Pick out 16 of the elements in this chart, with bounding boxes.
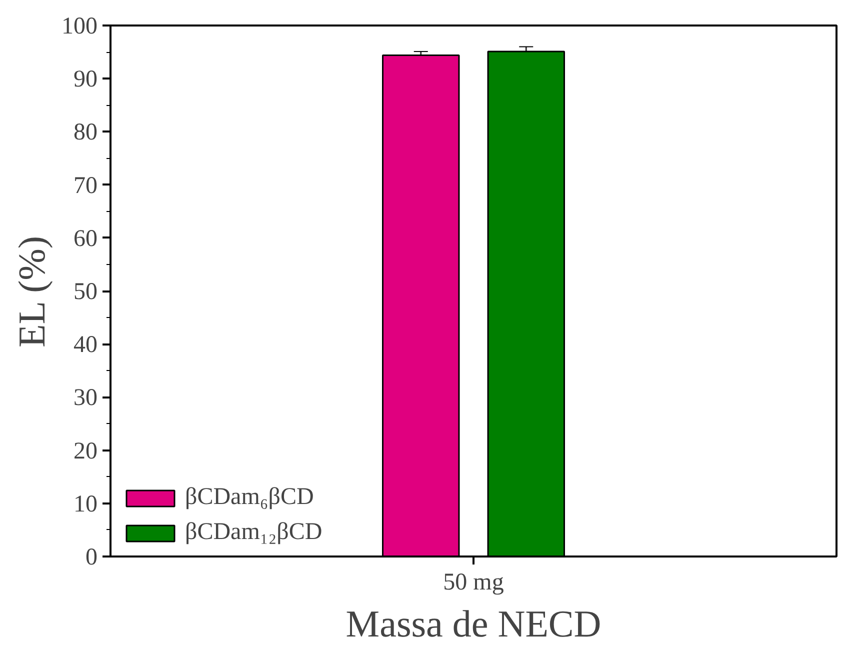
legend-label: βCDam₆βCD — [185, 484, 314, 511]
legend-label: βCDam₁₂βCD — [185, 519, 322, 546]
y-tick-label: 100 — [62, 14, 98, 40]
y-tick-label: 90 — [74, 66, 98, 93]
y-tick-label: 10 — [74, 491, 98, 518]
y-tick-label: 30 — [74, 385, 98, 412]
y-tick-label: 40 — [74, 332, 98, 358]
y-tick-label: 80 — [74, 120, 98, 146]
y-tick-label: 20 — [74, 438, 98, 464]
y-tick-label: 70 — [74, 172, 98, 199]
y-tick-label: 60 — [74, 226, 98, 252]
y-tick-label: 50 — [74, 279, 98, 305]
x-tick-label: 50 mg — [443, 570, 504, 596]
x-axis-title: Massa de NECD — [346, 604, 602, 646]
y-tick-label: 0 — [86, 544, 98, 570]
y-axis-title: EL (%) — [12, 236, 54, 348]
